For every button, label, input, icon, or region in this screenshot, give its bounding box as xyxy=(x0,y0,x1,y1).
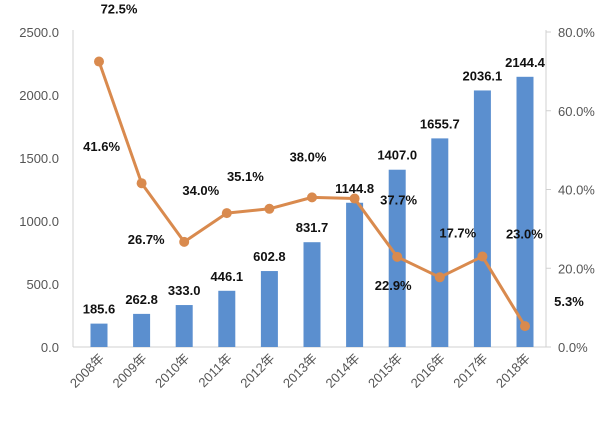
left-tick-label: 2500.0 xyxy=(19,25,59,40)
line-point xyxy=(179,236,190,247)
bar xyxy=(260,271,278,347)
right-tick-label: 20.0% xyxy=(558,261,595,276)
line-data-label: 72.5% xyxy=(101,2,138,17)
line-data-label: 35.1% xyxy=(227,169,264,184)
line-point xyxy=(221,208,232,219)
bar xyxy=(473,90,491,347)
bar-data-label: 446.1 xyxy=(211,269,244,284)
bar xyxy=(175,305,193,347)
left-tick-label: 2000.0 xyxy=(19,88,59,103)
x-tick-label: 2017年 xyxy=(450,351,490,391)
bar xyxy=(346,202,364,347)
bar xyxy=(303,242,321,347)
bar-data-label: 1655.7 xyxy=(420,116,460,131)
line-point xyxy=(94,56,104,67)
right-tick-label: 60.0% xyxy=(558,104,595,119)
right-tick-label: 40.0% xyxy=(558,183,595,198)
line-point xyxy=(349,193,360,204)
bar-data-label: 262.8 xyxy=(125,292,158,307)
line-data-label: 5.3% xyxy=(554,294,584,309)
bar-data-label: 185.6 xyxy=(83,302,116,317)
line-data-label: 37.7% xyxy=(380,193,417,208)
x-tick-label: 2012年 xyxy=(237,351,277,391)
x-tick-label: 2015年 xyxy=(365,351,405,391)
bar xyxy=(133,313,151,347)
left-tick-label: 0.0 xyxy=(41,340,59,355)
x-tick-label: 2010年 xyxy=(152,351,192,391)
x-tick-label: 2013年 xyxy=(280,351,320,391)
line-data-label: 38.0% xyxy=(290,149,327,164)
x-tick-label: 2018年 xyxy=(493,351,533,391)
x-tick-label: 2008年 xyxy=(67,351,107,391)
line-point xyxy=(477,251,488,262)
bar-data-label: 1144.8 xyxy=(335,181,374,196)
bar xyxy=(90,323,108,347)
x-tick-label: 2014年 xyxy=(322,351,362,391)
line-data-label: 17.7% xyxy=(439,225,476,240)
right-tick-label: 80.0% xyxy=(558,25,595,40)
line-point xyxy=(434,272,445,283)
left-tick-label: 1500.0 xyxy=(19,151,59,166)
line-data-label: 22.9% xyxy=(375,278,412,293)
bar xyxy=(218,290,236,347)
x-tick-label: 2016年 xyxy=(408,351,448,391)
line-data-label: 26.7% xyxy=(128,232,165,247)
line-data-label: 41.6% xyxy=(83,139,120,154)
right-tick-label: 0.0% xyxy=(558,340,588,355)
bar-data-label: 333.0 xyxy=(168,283,201,298)
line-point xyxy=(520,321,530,332)
bar-data-label: 2144.4 xyxy=(505,55,546,70)
line-data-label: 34.0% xyxy=(182,183,219,198)
line-point xyxy=(392,251,403,262)
bar-data-label: 1407.0 xyxy=(377,148,417,163)
bar-data-label: 831.7 xyxy=(296,220,329,235)
line-point xyxy=(307,192,317,203)
bar xyxy=(516,76,534,347)
bar-data-label: 602.8 xyxy=(253,249,286,264)
bar xyxy=(431,138,449,347)
x-tick-label: 2009年 xyxy=(109,351,149,391)
x-tick-label: 2011年 xyxy=(195,351,235,391)
bar-data-label: 2036.1 xyxy=(463,68,503,83)
line-data-label: 23.0% xyxy=(506,226,543,241)
line-point xyxy=(264,203,275,214)
left-tick-label: 500.0 xyxy=(26,277,59,292)
line-point xyxy=(136,178,147,189)
left-tick-label: 1000.0 xyxy=(19,214,59,229)
